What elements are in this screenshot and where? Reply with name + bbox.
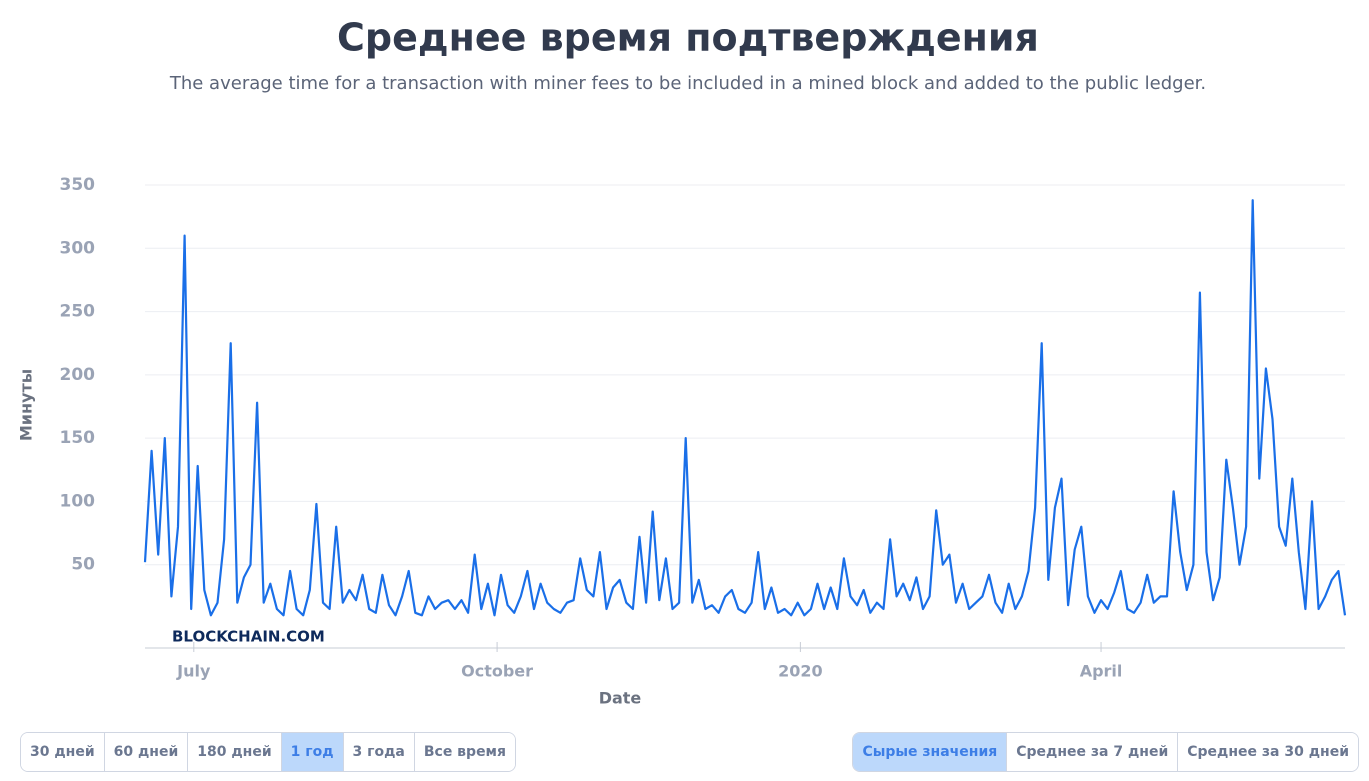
toggle-button[interactable]: Среднее за 7 дней [1007,733,1179,771]
toggle-button[interactable]: 60 дней [104,733,189,771]
x-tick-label: October [461,662,533,681]
toggle-button[interactable]: 30 дней [21,733,105,771]
y-tick-label: 350 [60,175,96,195]
y-tick-label: 100 [60,491,96,511]
toggle-button[interactable]: 180 дней [188,733,282,771]
y-axis-label: Минуты [17,369,36,441]
watermark: BLOCKCHAIN.COM [172,628,325,646]
mode-buttons: Сырые значения Среднее за 7 дней Среднее з… [852,732,1359,772]
chart: Среднее время подтверждения The average … [17,16,1347,708]
data-line [143,199,1347,617]
range-buttons: 30 дней 60 дней 180 дней 1 год 3 года Все вре… [20,732,516,772]
x-tick-label: July [176,662,211,681]
toggle-button[interactable]: Сырые значения [853,733,1008,771]
x-axis-label: Date [599,689,642,708]
toggle-button[interactable]: 1 год [281,733,344,771]
y-tick-label: 250 [60,302,96,322]
toggle-button[interactable]: Среднее за 30 дней [1178,733,1358,771]
y-tick-label: 50 [71,555,95,575]
y-tick-label: 200 [60,365,96,385]
y-tick-label: 300 [60,238,96,258]
y-tick-label: 150 [60,428,96,448]
x-tick-label: April [1080,662,1123,681]
toggle-button[interactable]: Все время [414,733,515,771]
chart-subtitle: The average time for a transaction with … [169,73,1206,94]
chart-title: Среднее время подтверждения [337,16,1039,60]
x-tick-label: 2020 [778,662,823,681]
toggle-button[interactable]: 3 года [343,733,415,771]
